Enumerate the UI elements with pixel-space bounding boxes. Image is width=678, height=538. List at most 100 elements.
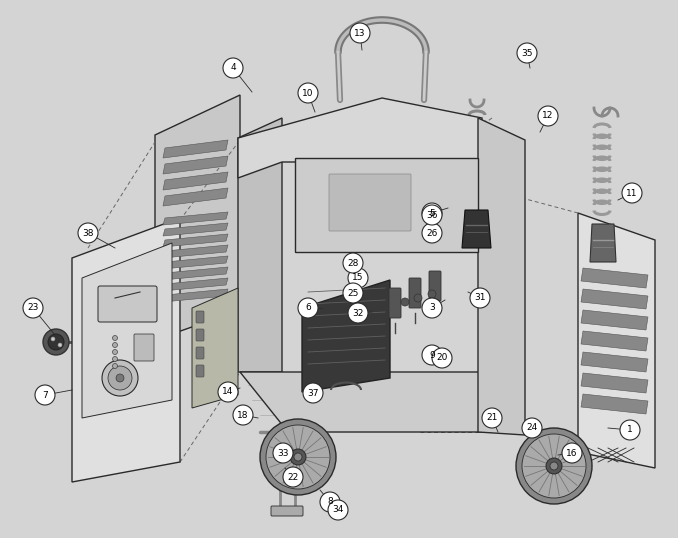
Polygon shape — [581, 268, 648, 288]
Circle shape — [562, 443, 582, 463]
Text: 4: 4 — [231, 63, 236, 73]
Text: 8: 8 — [327, 498, 333, 506]
Text: 33: 33 — [277, 449, 289, 457]
Polygon shape — [192, 288, 238, 408]
Polygon shape — [581, 352, 648, 372]
Circle shape — [298, 298, 318, 318]
FancyBboxPatch shape — [271, 506, 303, 516]
Circle shape — [422, 345, 442, 365]
FancyBboxPatch shape — [269, 447, 293, 467]
Polygon shape — [163, 245, 228, 258]
Circle shape — [422, 203, 442, 223]
Text: 10: 10 — [302, 88, 314, 97]
Polygon shape — [581, 289, 648, 309]
Text: 6: 6 — [305, 303, 311, 313]
Text: 28: 28 — [347, 258, 359, 267]
Circle shape — [78, 223, 98, 243]
Text: 1: 1 — [627, 426, 633, 435]
Polygon shape — [163, 172, 228, 190]
Circle shape — [35, 385, 55, 405]
Polygon shape — [163, 289, 228, 302]
Circle shape — [538, 106, 558, 126]
Circle shape — [470, 288, 490, 308]
Circle shape — [113, 357, 117, 362]
Polygon shape — [163, 278, 228, 291]
Circle shape — [546, 458, 562, 474]
FancyBboxPatch shape — [196, 329, 204, 341]
FancyBboxPatch shape — [409, 278, 421, 308]
Circle shape — [266, 425, 330, 489]
Circle shape — [482, 408, 502, 428]
Polygon shape — [238, 118, 282, 372]
Circle shape — [23, 298, 43, 318]
FancyBboxPatch shape — [389, 288, 401, 318]
Text: 9: 9 — [429, 350, 435, 359]
Text: 13: 13 — [354, 29, 365, 38]
FancyBboxPatch shape — [196, 347, 204, 359]
Circle shape — [113, 364, 117, 369]
Circle shape — [223, 58, 243, 78]
Circle shape — [108, 366, 132, 390]
Circle shape — [298, 83, 318, 103]
FancyBboxPatch shape — [98, 286, 157, 322]
Circle shape — [516, 428, 592, 504]
Circle shape — [620, 420, 640, 440]
Polygon shape — [163, 256, 228, 269]
Circle shape — [428, 290, 436, 298]
Circle shape — [58, 343, 62, 347]
FancyBboxPatch shape — [429, 271, 441, 301]
Circle shape — [283, 467, 303, 487]
Circle shape — [522, 434, 586, 498]
Text: 23: 23 — [27, 303, 39, 313]
Polygon shape — [478, 118, 525, 435]
Polygon shape — [82, 243, 172, 418]
Text: 18: 18 — [237, 410, 249, 420]
Polygon shape — [581, 331, 648, 351]
Circle shape — [350, 23, 370, 43]
Text: 15: 15 — [353, 273, 364, 282]
Polygon shape — [578, 213, 655, 468]
Circle shape — [422, 223, 442, 243]
FancyBboxPatch shape — [294, 454, 326, 468]
Circle shape — [102, 360, 138, 396]
Polygon shape — [238, 98, 482, 178]
FancyBboxPatch shape — [196, 311, 204, 323]
Polygon shape — [462, 210, 491, 248]
Circle shape — [517, 43, 537, 63]
Circle shape — [343, 283, 363, 303]
Circle shape — [414, 294, 422, 302]
Circle shape — [273, 443, 293, 463]
FancyBboxPatch shape — [196, 365, 204, 377]
Circle shape — [432, 348, 452, 368]
Circle shape — [348, 303, 368, 323]
Text: 31: 31 — [474, 294, 485, 302]
Polygon shape — [163, 267, 228, 280]
Text: 24: 24 — [526, 423, 538, 433]
Circle shape — [328, 500, 348, 520]
Polygon shape — [581, 310, 648, 330]
FancyBboxPatch shape — [329, 174, 411, 231]
Text: 37: 37 — [307, 388, 319, 398]
Polygon shape — [163, 188, 228, 206]
Polygon shape — [581, 394, 648, 414]
Text: 34: 34 — [332, 506, 344, 514]
Polygon shape — [163, 234, 228, 247]
Circle shape — [48, 334, 64, 350]
Text: 14: 14 — [222, 387, 234, 397]
Text: 26: 26 — [426, 229, 438, 237]
Circle shape — [43, 329, 69, 355]
Polygon shape — [581, 373, 648, 393]
Circle shape — [401, 298, 409, 306]
Text: 16: 16 — [566, 449, 578, 457]
Text: 25: 25 — [347, 288, 359, 298]
Polygon shape — [163, 212, 228, 225]
Text: 38: 38 — [82, 229, 94, 237]
Text: 21: 21 — [486, 414, 498, 422]
Circle shape — [320, 492, 340, 512]
Text: 22: 22 — [287, 472, 298, 482]
Circle shape — [233, 405, 253, 425]
Polygon shape — [240, 372, 528, 432]
FancyBboxPatch shape — [134, 334, 154, 361]
Circle shape — [116, 374, 124, 382]
Circle shape — [348, 268, 368, 288]
